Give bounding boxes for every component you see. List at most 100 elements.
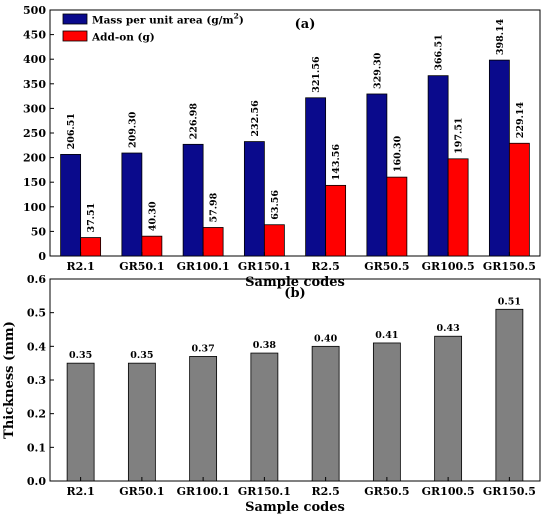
data-label-add-on-gr50-1: 40.30 xyxy=(147,201,158,231)
y-tick-label: 0.3 xyxy=(27,374,46,387)
chart-b: 0.35 0.350.37 0.380.40 0.410.430.51 0.00.10… xyxy=(2,273,541,515)
y-tick-label: 350 xyxy=(23,78,46,91)
bar-gr50-1 xyxy=(127,362,156,482)
data-label-add-on-r2-5: 143.56 xyxy=(331,144,342,181)
x-tick-label-gr150-5: GR150.5 xyxy=(483,260,536,273)
data-label-mass-gr50-1: 209.30 xyxy=(127,111,138,148)
x-tick-label-gr100-1: GR100.1 xyxy=(177,260,230,273)
y-tick-label: 0.5 xyxy=(27,307,46,320)
x-tick-label-gr50-5: GR50.5 xyxy=(364,260,409,273)
y-tick-label: 200 xyxy=(23,152,46,165)
chart-b-x-axis-title: Sample codes xyxy=(245,500,345,515)
bar-gr100-5 xyxy=(434,335,463,482)
bar-add-on-gr150-5 xyxy=(508,142,530,257)
data-label-add-on-gr100-5: 197.51 xyxy=(454,117,465,153)
y-tick-label: 0.6 xyxy=(27,273,46,286)
bar-mass-gr150-1 xyxy=(243,141,265,257)
legend-swatch-add-on xyxy=(62,30,88,42)
data-label-mass-r2-5: 321.56 xyxy=(311,56,322,93)
bar-mass-gr100-5 xyxy=(427,75,449,257)
y-tick-label: 400 xyxy=(23,53,46,66)
bar-mass-gr50-5 xyxy=(366,93,388,257)
y-tick-label: 300 xyxy=(23,102,46,115)
bar-mass-r2-1 xyxy=(60,153,82,257)
bar-add-on-gr100-1 xyxy=(202,227,224,257)
bar-add-on-gr100-5 xyxy=(447,158,469,257)
data-label-mass-gr50-5: 329.30 xyxy=(372,52,383,89)
chart-b-bars: 0.35 0.35 0.37 0.38 0.40 0.41 0.43 0.51 xyxy=(66,296,524,482)
data-label-r2-1: 0.35 xyxy=(69,350,92,361)
data-label-add-on-r2-1: 37.51 xyxy=(86,203,97,233)
x-tick-label-gr150-1: GR150.1 xyxy=(238,485,291,498)
chart-b-panel-label: (b) xyxy=(284,286,305,301)
chart-b-y-ticks: 0.0 0.1 0.2 0.3 0.4 0.5 0.6 xyxy=(27,273,54,488)
x-tick-label-gr100-1: GR100.1 xyxy=(177,485,230,498)
bar-add-on-r2-1 xyxy=(80,237,102,257)
chart-b-x-ticks: R2.1 GR50.1 GR100.1 GR150.1 R2.5 GR50.5 GR100.… xyxy=(66,477,536,498)
data-label-add-on-gr150-5: 229.14 xyxy=(515,102,526,139)
bar-gr100-1 xyxy=(189,356,218,482)
legend-label-mass: Mass per unit area (g/m2) xyxy=(92,12,244,27)
y-tick-label: 100 xyxy=(23,201,46,214)
y-tick-label: 250 xyxy=(23,127,46,140)
x-tick-label-gr150-5: GR150.5 xyxy=(483,485,536,498)
data-label-mass-gr150-5: 398.14 xyxy=(495,18,506,55)
chart-a-y-ticks: 0 50 100 150 200 250 300 350 400 450 500 xyxy=(23,4,54,263)
x-tick-label-r2-5: R2.5 xyxy=(311,260,339,273)
x-tick-label-gr50-1: GR50.1 xyxy=(119,485,164,498)
bar-mass-gr50-1 xyxy=(121,152,143,257)
y-tick-label: 0 xyxy=(38,250,46,263)
x-tick-label-gr50-5: GR50.5 xyxy=(364,485,409,498)
y-tick-label: 0.4 xyxy=(27,340,46,353)
bar-r2-5 xyxy=(311,345,340,482)
chart-a: 206.51 209.30 226.98 232.56 321.56 329.30 366.… xyxy=(23,4,541,290)
y-tick-label: 150 xyxy=(23,176,46,189)
data-label-gr150-1: 0.38 xyxy=(253,340,277,351)
data-label-gr100-1: 0.37 xyxy=(192,343,215,354)
y-tick-label: 500 xyxy=(23,4,46,17)
chart-b-y-axis-title: Thickness (mm) xyxy=(2,321,17,439)
data-label-add-on-gr150-1: 63.56 xyxy=(270,190,281,220)
y-tick-label: 450 xyxy=(23,29,46,42)
data-label-gr100-5: 0.43 xyxy=(437,323,460,334)
data-label-mass-gr150-1: 232.56 xyxy=(250,100,261,137)
y-tick-label: 50 xyxy=(31,225,47,238)
chart-a-legend: Mass per unit area (g/m2) Add-on (g) xyxy=(62,12,244,44)
legend-swatch-mass xyxy=(62,13,88,25)
x-tick-label-r2-1: R2.1 xyxy=(66,485,94,498)
data-label-add-on-gr50-5: 160.30 xyxy=(392,135,403,172)
bar-r2-1 xyxy=(66,362,95,482)
chart-b-plot-frame xyxy=(49,278,541,482)
y-tick-label: 0.1 xyxy=(27,441,46,454)
x-tick-label-gr100-5: GR100.5 xyxy=(422,260,475,273)
legend-label-add-on: Add-on (g) xyxy=(91,32,155,44)
chart-a-bars: 206.51 209.30 226.98 232.56 321.56 329.30 366.… xyxy=(60,18,530,257)
data-label-gr150-5: 0.51 xyxy=(498,296,521,307)
bar-add-on-r2-5 xyxy=(325,184,347,257)
bar-add-on-gr150-1 xyxy=(263,224,285,257)
data-label-add-on-gr100-1: 57.98 xyxy=(209,192,220,222)
bar-gr150-5 xyxy=(495,308,524,482)
y-tick-label: 0.0 xyxy=(27,475,46,488)
bar-add-on-gr50-5 xyxy=(386,176,408,257)
chart-a-panel-label: (a) xyxy=(295,17,316,32)
data-label-r2-5: 0.40 xyxy=(314,333,338,344)
bar-gr50-5 xyxy=(372,342,401,482)
data-label-mass-r2-1: 206.51 xyxy=(66,113,77,149)
bar-mass-r2-5 xyxy=(305,97,327,257)
x-tick-label-gr50-1: GR50.1 xyxy=(119,260,164,273)
x-tick-label-r2-1: R2.1 xyxy=(66,260,94,273)
bar-add-on-gr50-1 xyxy=(141,235,163,257)
bar-mass-gr100-1 xyxy=(182,143,204,257)
x-tick-label-gr150-1: GR150.1 xyxy=(238,260,291,273)
data-label-gr50-1: 0.35 xyxy=(130,350,153,361)
data-label-mass-gr100-5: 366.51 xyxy=(434,34,445,70)
chart-a-x-ticks: R2.1 GR50.1 GR100.1 GR150.1 R2.5 GR50.5 GR100.… xyxy=(66,252,536,273)
bar-mass-gr150-5 xyxy=(488,59,510,257)
x-tick-label-gr100-5: GR100.5 xyxy=(422,485,475,498)
data-label-gr50-5: 0.41 xyxy=(375,330,398,341)
x-tick-label-r2-5: R2.5 xyxy=(311,485,339,498)
y-tick-label: 0.2 xyxy=(27,408,46,421)
data-label-mass-gr100-1: 226.98 xyxy=(189,103,200,140)
